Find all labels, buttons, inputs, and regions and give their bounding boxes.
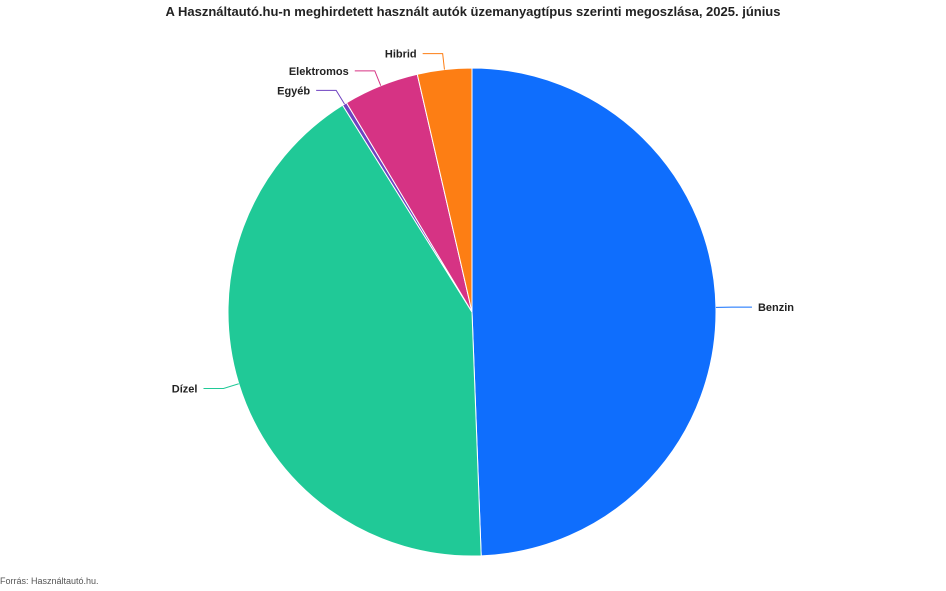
pie-label-egyeb: Egyéb (277, 85, 310, 97)
pie-slice-hibrid (416, 67, 473, 313)
source-note: Forrás: Használtautó.hu. (0, 576, 99, 586)
pie-label-dizel: Dízel (172, 383, 198, 395)
pie-label-benzin: Benzin (758, 302, 794, 314)
pie-label-hibrid: Hibrid (385, 49, 417, 61)
pie-label-elektromos: Elektromos (289, 66, 349, 78)
pie-leader-dizel (203, 383, 239, 389)
pie-slice-benzin (471, 67, 717, 557)
pie-leader-elektromos (354, 70, 382, 86)
pie-leader-egyeb (316, 89, 345, 105)
chart-title: A Használtautó.hu-n meghirdetett használ… (165, 4, 781, 19)
pie-leader-hibrid (422, 53, 445, 70)
